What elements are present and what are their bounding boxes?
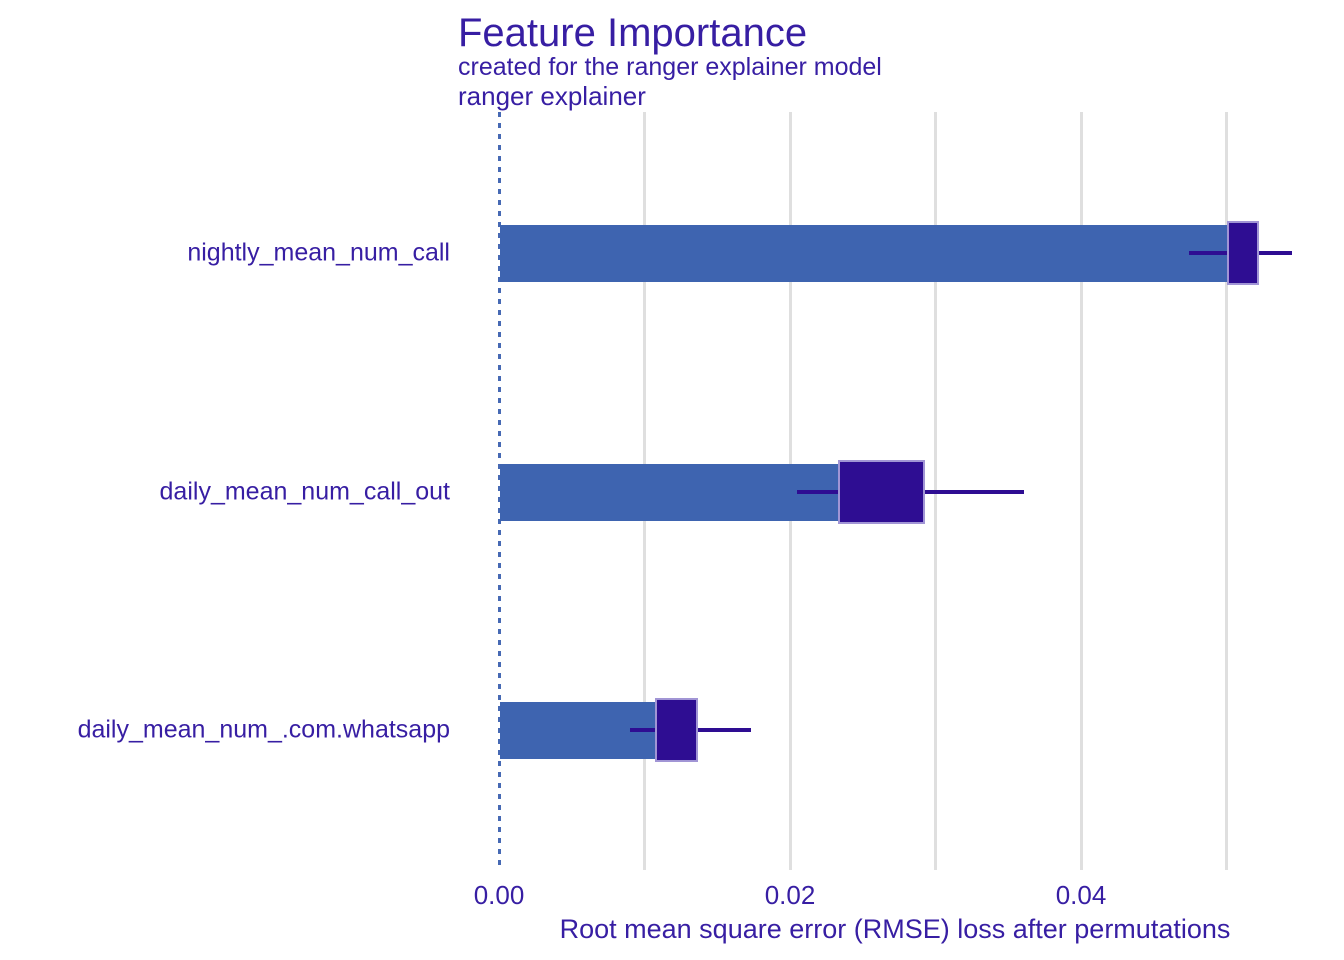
gridline-0.04 [1079,112,1083,870]
y-axis-label-daily_mean_num_call_out: daily_mean_num_call_out [159,477,450,506]
y-axis-label-daily_mean_num_.com.whatsapp: daily_mean_num_.com.whatsapp [77,715,450,744]
x-tick-label-0.00: 0.00 [473,880,525,910]
gridline-0.05 [1225,112,1228,870]
chart-subtitle: created for the ranger explainer model [458,53,882,81]
x-tick-label-0.02: 0.02 [764,880,816,910]
plot-panel [490,112,1344,870]
boxplot-box-daily_mean_num_.com.whatsapp [654,698,699,762]
chart-title: Feature Importance [458,11,808,55]
x-tick-label-0.04: 0.04 [1055,880,1107,910]
baseline-zero-line [497,112,501,870]
x-axis-title: Root mean square error (RMSE) loss after… [559,914,1231,944]
importance-bar-nightly_mean_num_call [500,224,1243,282]
boxplot-box-nightly_mean_num_call [1226,221,1259,285]
boxplot-box-daily_mean_num_call_out [838,460,926,524]
y-axis-label-nightly_mean_num_call: nightly_mean_num_call [187,238,450,267]
facet-strip-label: ranger explainer [458,81,646,111]
